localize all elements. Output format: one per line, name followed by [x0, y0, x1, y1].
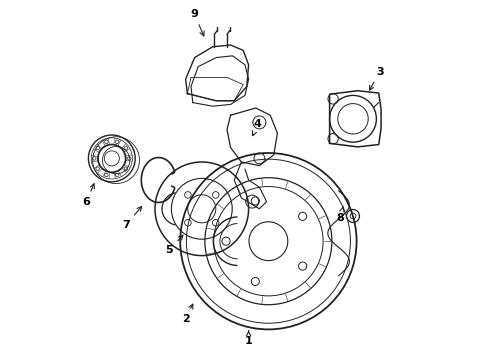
Text: 3: 3 — [369, 67, 384, 90]
Text: 6: 6 — [83, 184, 95, 207]
Text: 4: 4 — [252, 119, 262, 136]
Text: 2: 2 — [182, 304, 193, 324]
Text: 7: 7 — [122, 207, 142, 230]
Text: 9: 9 — [191, 9, 204, 36]
Text: 8: 8 — [337, 207, 344, 223]
Text: 5: 5 — [166, 235, 183, 255]
Text: 1: 1 — [245, 331, 252, 346]
